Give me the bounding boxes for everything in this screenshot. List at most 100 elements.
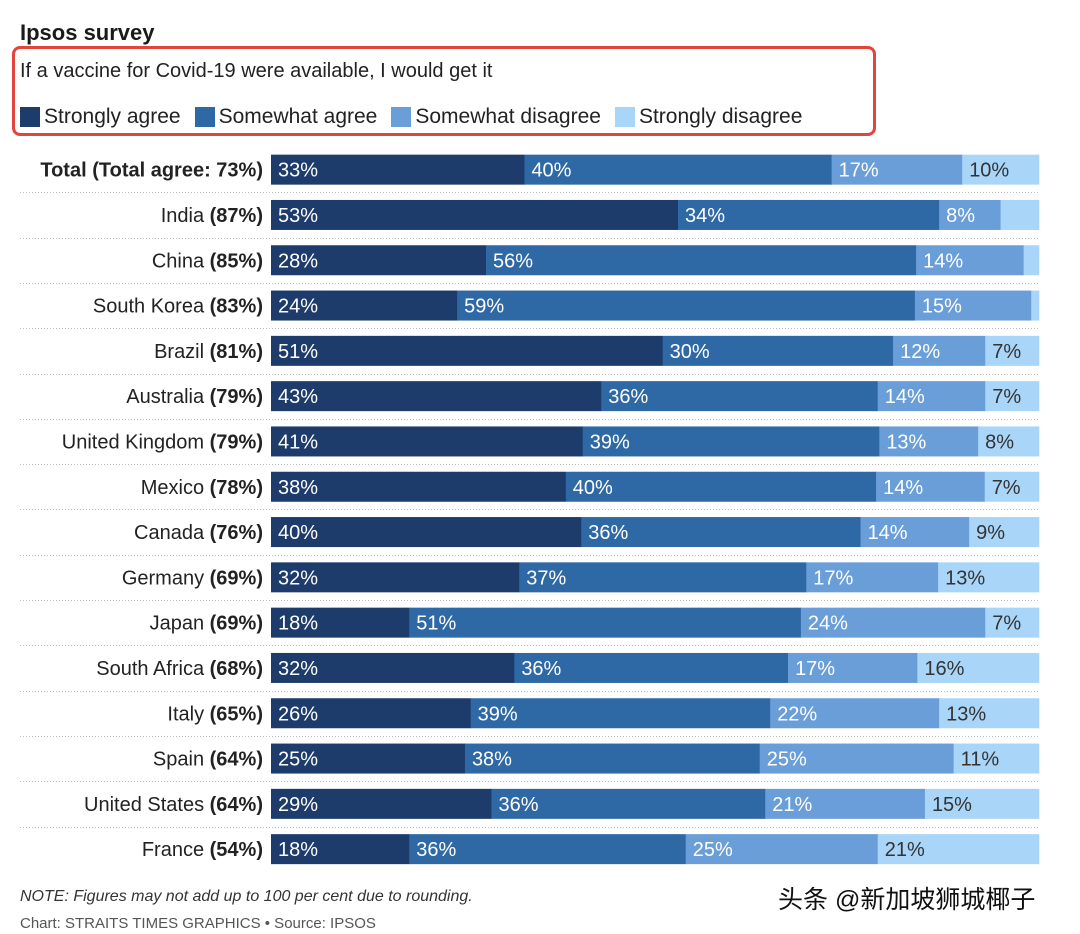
bar-row-south-africa: South Africa (68%) 32% 36% 17% 16% (20, 652, 1040, 692)
bar-japan-strongly-disagree (985, 607, 1040, 638)
data-label-brazil-somewhat-agree: 30% (670, 341, 710, 363)
data-label-south-africa-strongly-agree: 32% (278, 658, 318, 680)
bar-france-somewhat-disagree (685, 834, 879, 865)
data-label-france-strongly-agree: 18% (278, 839, 318, 861)
data-label-brazil-strongly-disagree: 7% (992, 341, 1021, 363)
category-label-italy: Italy (65%) (167, 703, 263, 725)
bar-row-australia: Australia (79%) 43% 36% 14% 7% (20, 381, 1040, 420)
bar-australia-strongly-disagree (985, 381, 1040, 412)
bar-china-strongly-agree (271, 245, 487, 276)
bar-united-kingdom-somewhat-disagree (879, 426, 979, 457)
legend-item-somewhat-agree: Somewhat agree (194, 105, 377, 129)
bar-row-total: Total (Total agree: 73%) 33% 40% 17% 10% (20, 154, 1040, 193)
data-label-south-africa-somewhat-agree: 36% (521, 658, 561, 680)
bar-india-strongly-disagree (1000, 199, 1040, 230)
bar-total-somewhat-disagree (831, 154, 963, 185)
bar-south-korea-somewhat-agree (457, 290, 916, 321)
data-label-total-somewhat-disagree: 17% (839, 160, 879, 182)
bar-brazil-somewhat-agree (662, 335, 894, 366)
bar-australia-somewhat-disagree (877, 381, 986, 412)
data-label-canada-somewhat-agree: 36% (588, 522, 628, 544)
category-label-china: China (85%) (152, 250, 263, 272)
data-label-japan-strongly-agree: 18% (278, 613, 318, 635)
data-label-italy-strongly-agree: 26% (278, 703, 318, 725)
category-label-spain: Spain (64%) (153, 749, 263, 771)
bar-row-brazil: Brazil (81%) 51% 30% 12% 7% (20, 335, 1040, 375)
category-label-mexico: Mexico (78%) (141, 477, 263, 499)
bar-france-strongly-disagree (877, 834, 1040, 865)
data-label-australia-somewhat-agree: 36% (608, 386, 648, 408)
bar-row-mexico: Mexico (78%) 38% 40% 14% 7% (20, 471, 1040, 510)
bar-total-somewhat-agree (524, 154, 832, 185)
bar-row-spain: Spain (64%) 25% 38% 25% 11% (20, 743, 1040, 782)
source-credit: Chart: STRAITS TIMES GRAPHICS • Source: … (20, 915, 376, 932)
data-label-south-africa-somewhat-disagree: 17% (795, 658, 835, 680)
bar-canada-strongly-disagree (969, 517, 1040, 548)
bar-india-somewhat-disagree (939, 199, 1001, 230)
legend-label-strongly-disagree: Strongly disagree (638, 105, 803, 128)
bar-japan-strongly-agree (271, 607, 410, 638)
bar-united-states-strongly-agree (271, 788, 492, 819)
bar-spain-somewhat-disagree (759, 743, 954, 774)
data-label-south-korea-somewhat-agree: 59% (464, 296, 504, 318)
watermark: 头条 @新加坡狮城椰子 (778, 886, 1036, 914)
bar-south-korea-strongly-agree (271, 290, 458, 321)
bar-brazil-strongly-agree (271, 335, 663, 366)
bar-mexico-strongly-agree (271, 471, 567, 502)
data-label-brazil-somewhat-disagree: 12% (900, 341, 940, 363)
bar-total-strongly-agree (271, 154, 525, 185)
data-label-united-states-strongly-disagree: 15% (932, 794, 972, 816)
category-label-brazil: Brazil (81%) (154, 341, 263, 363)
bar-mexico-somewhat-disagree (876, 471, 985, 502)
legend-item-somewhat-disagree: Somewhat disagree (391, 105, 601, 129)
data-label-total-strongly-agree: 33% (278, 160, 318, 182)
bar-india-somewhat-agree (678, 199, 940, 230)
bar-south-africa-strongly-agree (271, 652, 515, 683)
bar-spain-strongly-disagree (953, 743, 1040, 774)
bar-row-india: India (87%) 53% 34% 8% (20, 199, 1040, 239)
bar-china-strongly-disagree (1023, 245, 1040, 276)
bar-canada-somewhat-disagree (860, 517, 970, 548)
bar-italy-somewhat-disagree (770, 698, 940, 729)
bar-row-united-kingdom: United Kingdom (79%) 41% 39% 13% 8% (20, 426, 1040, 465)
bar-canada-strongly-agree (271, 517, 582, 548)
bar-south-africa-somewhat-agree (514, 652, 789, 683)
bar-italy-strongly-disagree (939, 698, 1040, 729)
data-label-united-kingdom-strongly-disagree: 8% (985, 431, 1014, 453)
data-label-japan-somewhat-disagree: 24% (808, 613, 848, 635)
data-label-total-strongly-disagree: 10% (969, 160, 1009, 182)
bar-spain-somewhat-agree (464, 743, 761, 774)
bar-germany-somewhat-agree (519, 562, 807, 593)
data-label-italy-somewhat-disagree: 22% (777, 703, 817, 725)
data-label-germany-strongly-disagree: 13% (945, 567, 985, 589)
data-label-china-strongly-agree: 28% (278, 250, 318, 272)
bar-japan-somewhat-disagree (800, 607, 986, 638)
data-label-united-kingdom-strongly-agree: 41% (278, 431, 318, 453)
bar-row-south-korea: South Korea (83%) 24% 59% 15% (20, 290, 1040, 329)
bar-brazil-strongly-disagree (985, 335, 1040, 366)
bar-canada-somewhat-agree (581, 517, 861, 548)
legend: Strongly agree Somewhat agree Somewhat d… (20, 105, 816, 129)
bar-mexico-somewhat-agree (565, 471, 877, 502)
bar-united-kingdom-somewhat-agree (582, 426, 880, 457)
bar-china-somewhat-disagree (916, 245, 1024, 276)
bar-total-strongly-disagree (962, 154, 1040, 185)
data-label-spain-strongly-disagree: 11% (961, 749, 1000, 771)
data-label-australia-strongly-agree: 43% (278, 386, 318, 408)
data-label-united-states-somewhat-disagree: 21% (772, 794, 812, 816)
bar-india-strongly-agree (271, 199, 679, 230)
chart-question: If a vaccine for Covid-19 were available… (20, 60, 493, 82)
bar-united-kingdom-strongly-disagree (978, 426, 1040, 457)
data-label-united-states-strongly-agree: 29% (278, 794, 318, 816)
bar-germany-somewhat-disagree (806, 562, 939, 593)
data-label-south-korea-somewhat-disagree: 15% (922, 296, 962, 318)
bar-spain-strongly-agree (271, 743, 466, 774)
bar-row-canada: Canada (76%) 40% 36% 14% 9% (20, 517, 1040, 556)
legend-item-strongly-agree: Strongly agree (20, 105, 181, 129)
data-label-mexico-strongly-disagree: 7% (992, 477, 1021, 499)
bar-germany-strongly-disagree (938, 562, 1040, 593)
legend-item-strongly-disagree: Strongly disagree (614, 105, 803, 129)
data-label-germany-strongly-agree: 32% (278, 567, 318, 589)
legend-label-somewhat-disagree: Somewhat disagree (415, 105, 601, 128)
legend-swatch-somewhat-agree (194, 107, 215, 127)
